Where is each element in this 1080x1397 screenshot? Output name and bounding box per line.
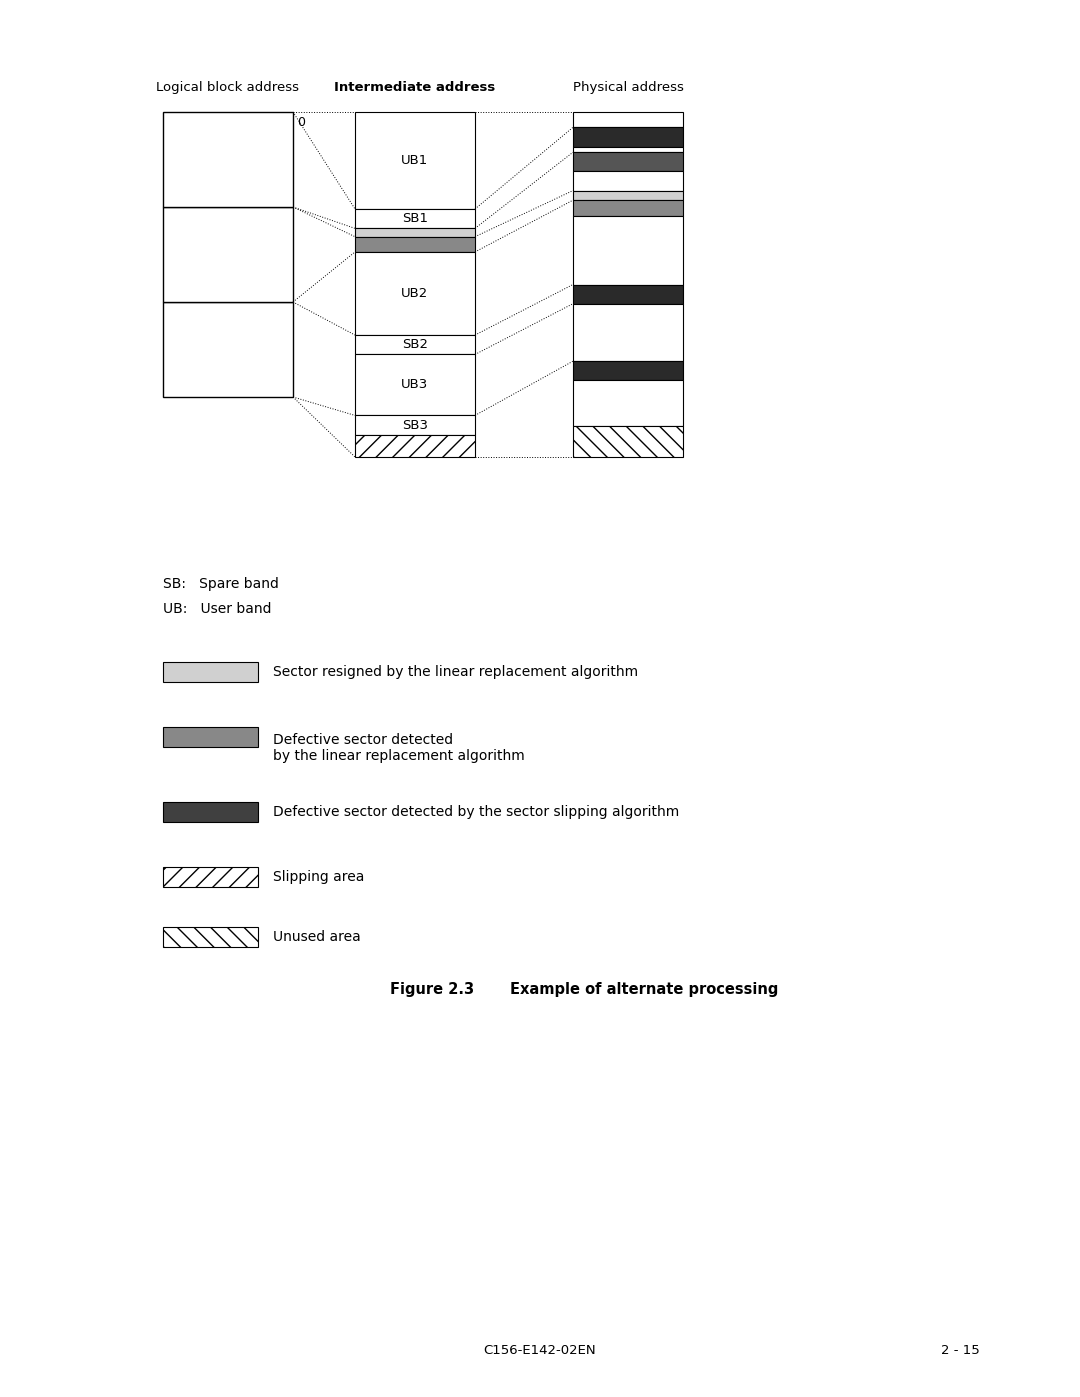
Bar: [355, 236, 475, 251]
Bar: [573, 200, 683, 215]
Bar: [163, 726, 258, 747]
Bar: [355, 112, 475, 210]
Bar: [573, 362, 683, 380]
Text: UB1: UB1: [402, 154, 429, 168]
Text: SB:   Spare band: SB: Spare band: [163, 577, 279, 591]
Bar: [573, 190, 683, 200]
Bar: [355, 355, 475, 415]
Bar: [573, 127, 683, 147]
Bar: [355, 415, 475, 434]
Text: 2 - 15: 2 - 15: [942, 1344, 980, 1356]
Text: Defective sector detected
by the linear replacement algorithm: Defective sector detected by the linear …: [273, 733, 525, 763]
Bar: [573, 426, 683, 457]
Bar: [355, 228, 475, 236]
Text: SB1: SB1: [402, 212, 428, 225]
Text: Intermediate address: Intermediate address: [335, 81, 496, 94]
Bar: [355, 434, 475, 457]
Text: UB2: UB2: [402, 286, 429, 300]
Text: SB2: SB2: [402, 338, 428, 351]
Text: SB3: SB3: [402, 419, 428, 432]
Bar: [573, 303, 683, 362]
Text: Defective sector detected by the sector slipping algorithm: Defective sector detected by the sector …: [273, 805, 679, 819]
Bar: [573, 172, 683, 190]
Bar: [163, 868, 258, 887]
Bar: [573, 380, 683, 426]
Text: Figure 2.3: Figure 2.3: [390, 982, 474, 997]
Bar: [163, 802, 258, 821]
Text: Logical block address: Logical block address: [157, 81, 299, 94]
Bar: [163, 302, 293, 397]
Bar: [163, 928, 258, 947]
Bar: [573, 215, 683, 285]
Bar: [573, 152, 683, 172]
Text: Slipping area: Slipping area: [273, 870, 364, 884]
Text: Physical address: Physical address: [572, 81, 684, 94]
Bar: [355, 210, 475, 228]
Text: UB3: UB3: [402, 379, 429, 391]
Text: UB:   User band: UB: User band: [163, 602, 271, 616]
Bar: [573, 285, 683, 303]
Text: Sector resigned by the linear replacement algorithm: Sector resigned by the linear replacemen…: [273, 665, 638, 679]
Bar: [355, 251, 475, 335]
Text: Unused area: Unused area: [273, 930, 361, 944]
Bar: [163, 112, 293, 207]
Bar: [163, 662, 258, 682]
Bar: [573, 112, 683, 127]
Bar: [573, 147, 683, 152]
Bar: [355, 335, 475, 355]
Text: C156-E142-02EN: C156-E142-02EN: [484, 1344, 596, 1356]
Bar: [163, 207, 293, 302]
Text: 0: 0: [297, 116, 305, 129]
Text: Example of alternate processing: Example of alternate processing: [510, 982, 779, 997]
